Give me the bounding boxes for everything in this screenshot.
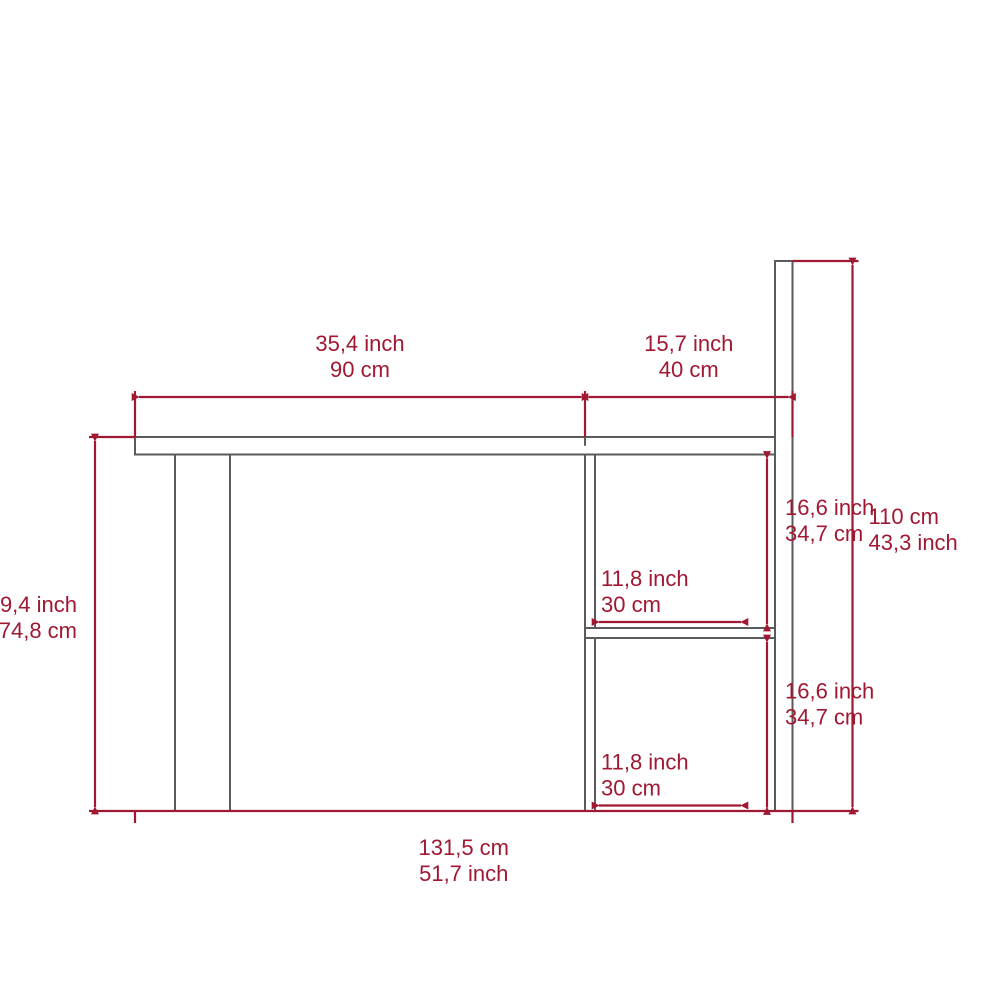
dimension-label: 11,8 inch30 cm: [601, 566, 689, 617]
dimension-label: 15,7 inch40 cm: [644, 331, 733, 382]
dimension-label: 16,6 inch34,7 cm: [785, 679, 874, 730]
dimension-label: 29,4 inch74,8 cm: [0, 592, 77, 643]
dimension-label: 110 cm43,3 inch: [869, 504, 958, 555]
dimension-label: 35,4 inch90 cm: [315, 331, 404, 382]
dimension-label: 11,8 inch30 cm: [601, 750, 689, 801]
dimension-label: 131,5 cm51,7 inch: [419, 835, 510, 886]
dimension-label: 16,6 inch34,7 cm: [785, 495, 874, 546]
